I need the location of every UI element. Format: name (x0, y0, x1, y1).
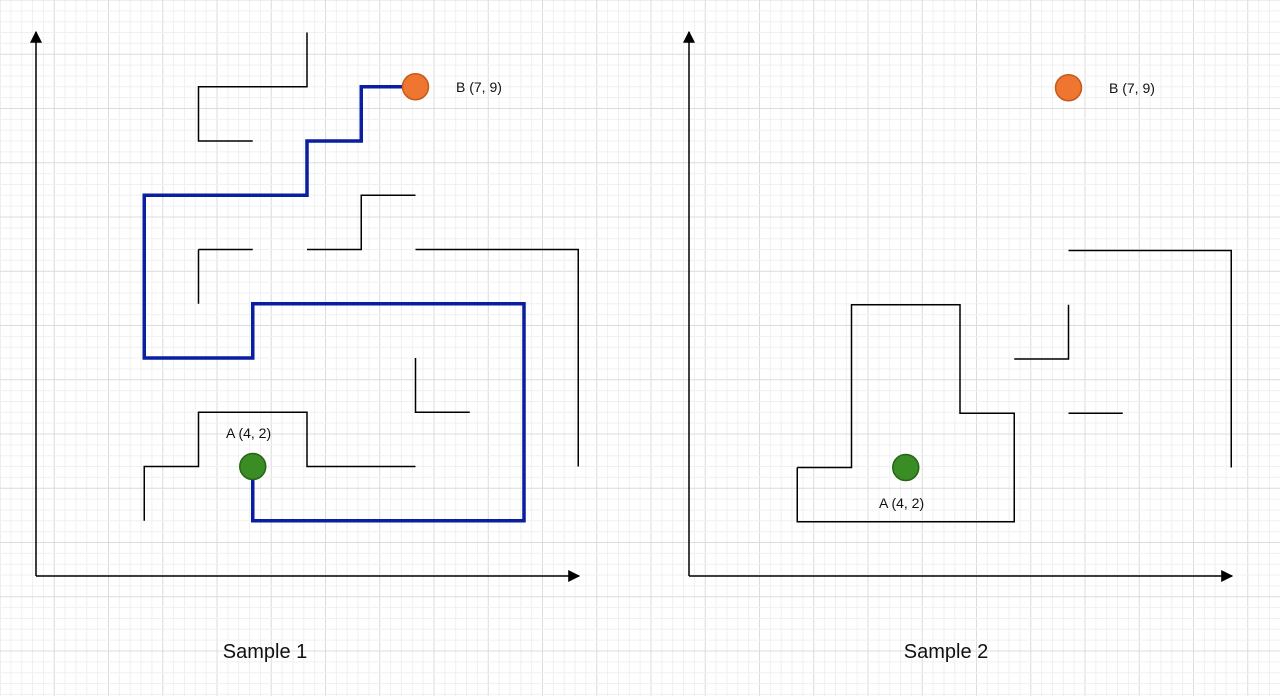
sample-2-label-a: A (4, 2) (879, 495, 924, 511)
route-line (142, 85, 526, 523)
sample-2-walls (796, 249, 1232, 523)
maze-wall (796, 304, 1015, 523)
maze-wall (414, 358, 470, 413)
sample-1-caption: Sample 1 (223, 641, 308, 663)
maze-wall (197, 32, 308, 142)
sample-2-point-b (1054, 74, 1083, 102)
maze-wall (143, 411, 416, 521)
maze-wall (1014, 304, 1070, 360)
sample-1-label-a: A (4, 2) (226, 425, 271, 441)
sample-2-point-a (892, 453, 920, 482)
sample-1-point-a (239, 452, 267, 481)
sample-1-point-b (401, 73, 430, 101)
sample-1-label-b: B (7, 9) (456, 79, 502, 95)
sample-1-route (142, 85, 526, 523)
maze-wall (1068, 249, 1232, 468)
sample-1-panel: A (4, 2) B (7, 9) Sample 1 (30, 30, 581, 663)
maze-wall (307, 194, 416, 251)
sample-2-caption: Sample 2 (904, 641, 989, 663)
maze-wall (415, 248, 579, 467)
sample-1-walls (143, 32, 579, 521)
sample-2-panel: A (4, 2) B (7, 9) Sample 2 (683, 30, 1234, 663)
sample-2-label-b: B (7, 9) (1109, 80, 1155, 96)
